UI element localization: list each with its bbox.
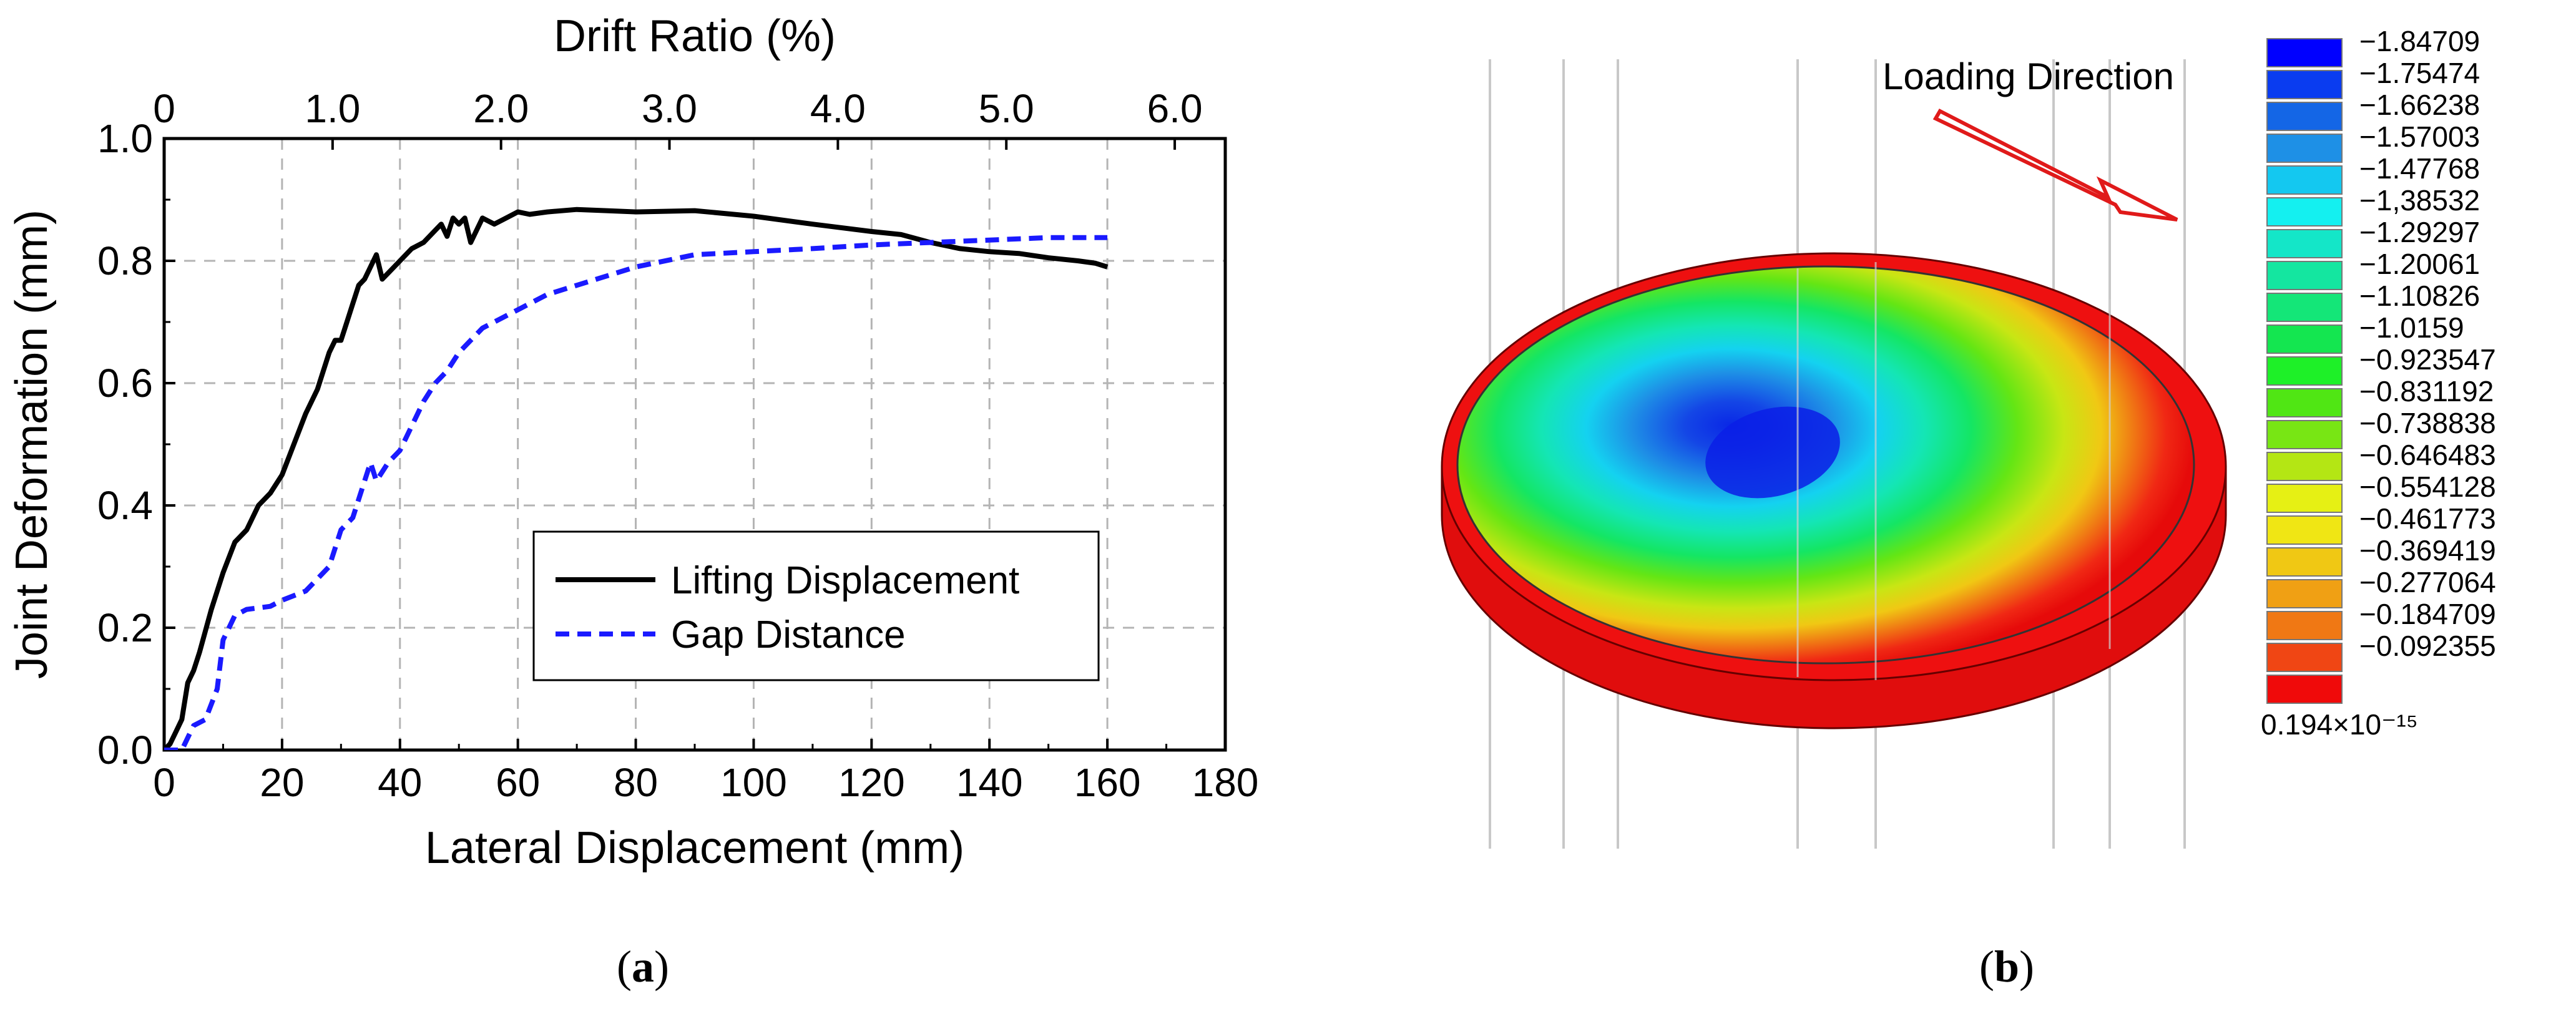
series-layer (164, 207, 1109, 750)
colorbar-label: −1.47768 (2359, 152, 2480, 185)
axis-ticks (163, 137, 1227, 751)
colorbar-label: −0.738838 (2359, 407, 2496, 439)
x-tick-label: 180 (1192, 760, 1259, 805)
colorbar-label: −0.369419 (2359, 534, 2496, 567)
colorbar-swatch (2266, 675, 2343, 704)
colorbar-label: −1.75474 (2359, 57, 2480, 89)
x-tick-label: 160 (1074, 760, 1141, 805)
colorbar: −1.84709−1.75474−1.66238−1.57003−1.47768… (2261, 25, 2496, 741)
x-tick-label: 80 (614, 760, 658, 805)
top-axis-tick-label: 3.0 (642, 86, 697, 131)
loading-direction-arrow (1932, 109, 2178, 222)
colorbar-label: −1.57003 (2359, 120, 2480, 153)
colorbar-label: −1.29297 (2359, 216, 2480, 248)
colorbar-swatch (2266, 229, 2343, 258)
colorbar-label: 0.194×10⁻¹⁵ (2261, 708, 2418, 741)
legend-box (532, 530, 1100, 681)
legend-label-gap-distance: Gap Distance (671, 613, 906, 656)
y-tick-label: 0.0 (97, 728, 153, 773)
y-tick-label: 0.8 (97, 238, 153, 283)
colorbar-swatch (2266, 515, 2343, 545)
series-gap-distance-line (164, 235, 1108, 750)
colorbar-label: −1.0159 (2359, 311, 2464, 344)
panel-label-a: (a) (617, 942, 669, 992)
colorbar-swatch (2266, 324, 2343, 354)
legend: Lifting Displacement Gap Distance (532, 530, 1100, 681)
colorbar-label: −0.831192 (2359, 375, 2494, 407)
colorbar-label: −1.66238 (2359, 89, 2480, 121)
axis-tick-labels: 0 20 40 60 80 100 120 140 160 180 0.0 0.2 0.4 0.6 0.8 1… (97, 86, 1258, 805)
colorbar-swatch (2266, 579, 2343, 608)
colorbar-swatch (2266, 70, 2343, 99)
colorbar-label: −0.646483 (2359, 439, 2496, 471)
colorbar-label: −0.461773 (2359, 502, 2496, 535)
x-tick-label: 100 (720, 760, 787, 805)
colorbar-label: −0.923547 (2359, 343, 2496, 376)
top-axis-tick-label: 4.0 (810, 86, 866, 131)
colorbar-swatch (2266, 102, 2343, 131)
colorbar-label: −1.10826 (2359, 280, 2480, 312)
colorbar-label: −1.84709 (2359, 25, 2480, 57)
colorbar-swatch (2266, 165, 2343, 195)
colorbar-swatch (2266, 356, 2343, 386)
colorbar-swatch (2266, 197, 2343, 227)
colorbar-label: −1.20061 (2359, 248, 2480, 280)
panel-a-line-chart: 0 20 40 60 80 100 120 140 160 180 0.0 0.2 0.4 0.6 0.8 1… (7, 11, 1258, 992)
colorbar-swatch (2266, 293, 2343, 322)
y-axis-title: Joint Deformation (mm) (7, 210, 57, 679)
panel-b-contour-plot: Loading Direction −1.84709−1.75474−1.662… (1441, 25, 2496, 992)
series-lifting-displacement-line (164, 207, 1109, 750)
colorbar-label: −0.092355 (2359, 630, 2496, 662)
x-tick-label: 140 (956, 760, 1023, 805)
y-tick-label: 1.0 (97, 116, 153, 161)
colorbar-swatch (2266, 643, 2343, 672)
colorbar-swatch (2266, 611, 2343, 640)
top-axis-tick-label: 5.0 (979, 86, 1034, 131)
contour-minimum-core (1705, 406, 1840, 499)
loading-direction-label: Loading Direction (1883, 56, 2174, 97)
colorbar-swatch (2266, 388, 2343, 417)
top-axis-tick-label: 1.0 (305, 86, 360, 131)
y-tick-label: 0.2 (97, 605, 153, 650)
x-tick-label: 120 (838, 760, 905, 805)
top-axis-title: Drift Ratio (%) (554, 11, 836, 61)
panel-label-b: (b) (1979, 942, 2034, 992)
foreground-vertical-lines (1796, 262, 2111, 680)
top-axis-tick-label: 6.0 (1147, 86, 1203, 131)
x-tick-label: 40 (378, 760, 422, 805)
legend-label-lifting-displacement: Lifting Displacement (671, 559, 1019, 602)
x-axis-title: Lateral Displacement (mm) (425, 823, 964, 873)
x-tick-label: 0 (153, 760, 175, 805)
x-tick-label: 60 (496, 760, 540, 805)
colorbar-label: −0.184709 (2359, 598, 2496, 630)
colorbar-swatch (2266, 420, 2343, 449)
top-axis-tick-label: 0 (153, 86, 175, 131)
colorbar-swatch (2266, 38, 2343, 67)
y-tick-label: 0.6 (97, 361, 153, 406)
colorbar-label: −0.554128 (2359, 470, 2496, 503)
colorbar-label: −0.277064 (2359, 566, 2496, 598)
colorbar-swatch (2266, 484, 2343, 513)
top-axis-tick-label: 2.0 (473, 86, 529, 131)
colorbar-label: −1,38532 (2359, 184, 2480, 217)
colorbar-swatch (2266, 452, 2343, 481)
y-tick-label: 0.4 (97, 483, 153, 528)
colorbar-swatch (2266, 261, 2343, 290)
colorbar-swatch (2266, 134, 2343, 163)
x-tick-label: 20 (260, 760, 304, 805)
colorbar-swatch (2266, 547, 2343, 577)
